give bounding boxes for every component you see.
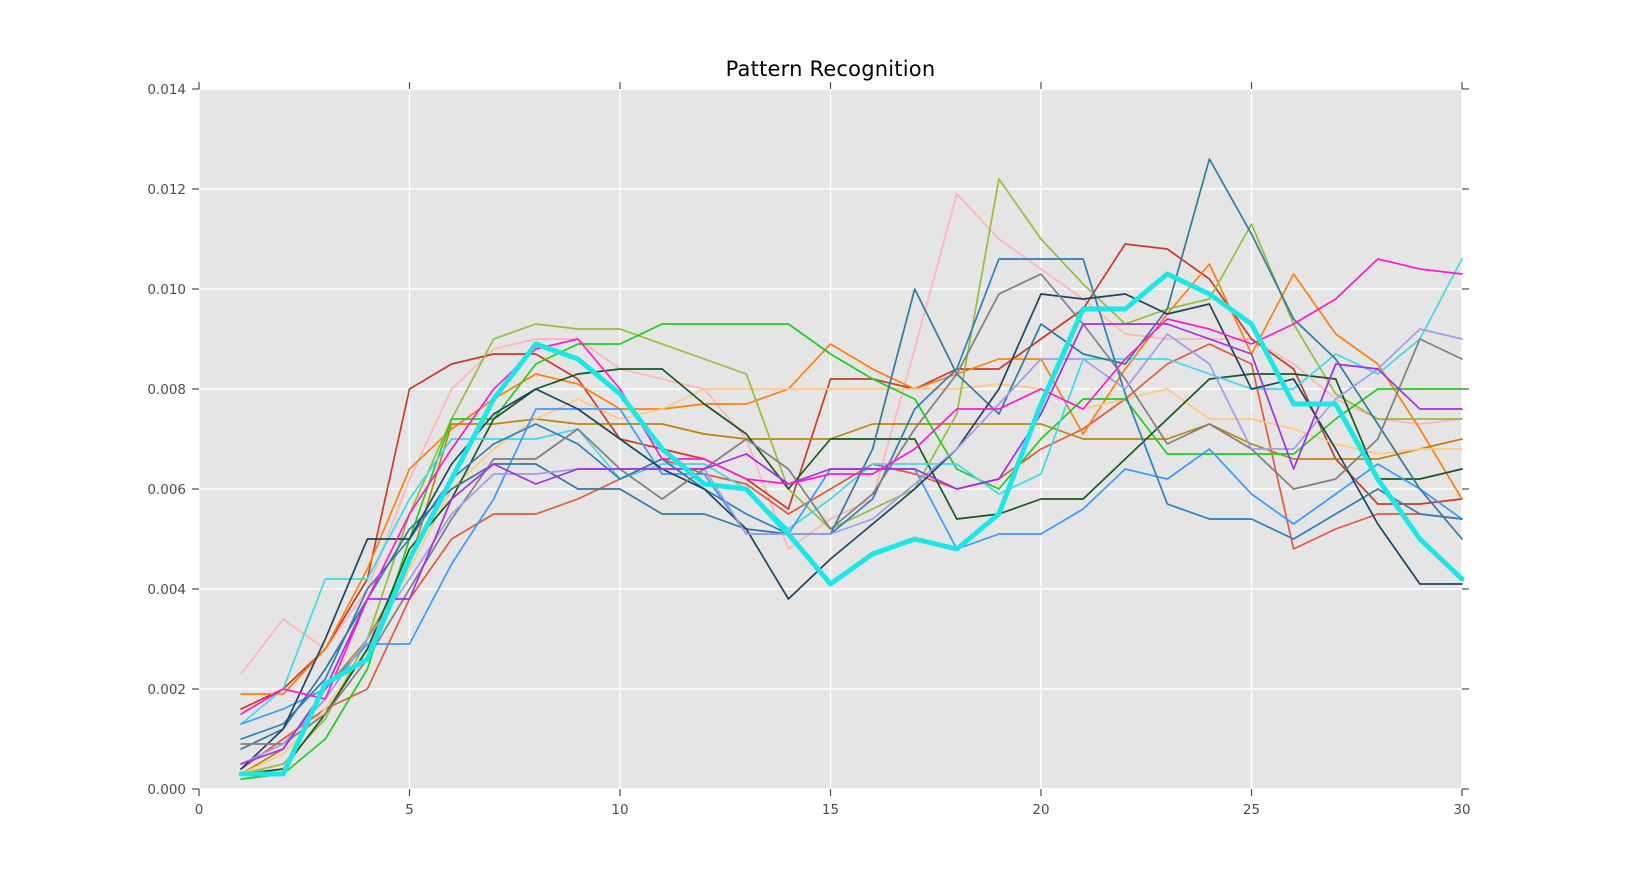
x-tick-label: 20 bbox=[1032, 802, 1049, 818]
y-tick-label: 0.008 bbox=[147, 382, 186, 398]
series-khaki bbox=[240, 383, 1463, 775]
series-goldenrod bbox=[240, 418, 1463, 775]
series-periwinkle bbox=[240, 328, 1463, 765]
y-tick-label: 0.014 bbox=[147, 82, 186, 98]
series-highlight-aqua bbox=[238, 271, 1465, 777]
y-tick-label: 0.000 bbox=[147, 782, 186, 798]
series-navy bbox=[240, 293, 1463, 770]
x-tick-label: 30 bbox=[1453, 802, 1470, 818]
series-green bbox=[240, 323, 1463, 780]
y-tick-label: 0.002 bbox=[147, 682, 186, 698]
series-turquoise bbox=[240, 258, 1463, 725]
series-violet bbox=[240, 323, 1463, 765]
x-tick-label: 5 bbox=[405, 802, 414, 818]
y-tick-label: 0.006 bbox=[147, 482, 186, 498]
x-tick-label: 15 bbox=[822, 802, 839, 818]
x-tick-label: 25 bbox=[1243, 802, 1260, 818]
chart-title: Pattern Recognition bbox=[725, 57, 936, 81]
series-olive bbox=[240, 178, 1463, 775]
x-tick-label: 0 bbox=[195, 802, 204, 818]
y-tick-label: 0.010 bbox=[147, 282, 186, 298]
y-tick-label: 0.004 bbox=[147, 582, 186, 598]
series-gray bbox=[240, 273, 1463, 745]
x-tick-label: 10 bbox=[611, 802, 628, 818]
series-brick-red bbox=[240, 243, 1463, 710]
series-vermilion bbox=[240, 343, 1463, 770]
y-tick-label: 0.012 bbox=[147, 182, 186, 198]
